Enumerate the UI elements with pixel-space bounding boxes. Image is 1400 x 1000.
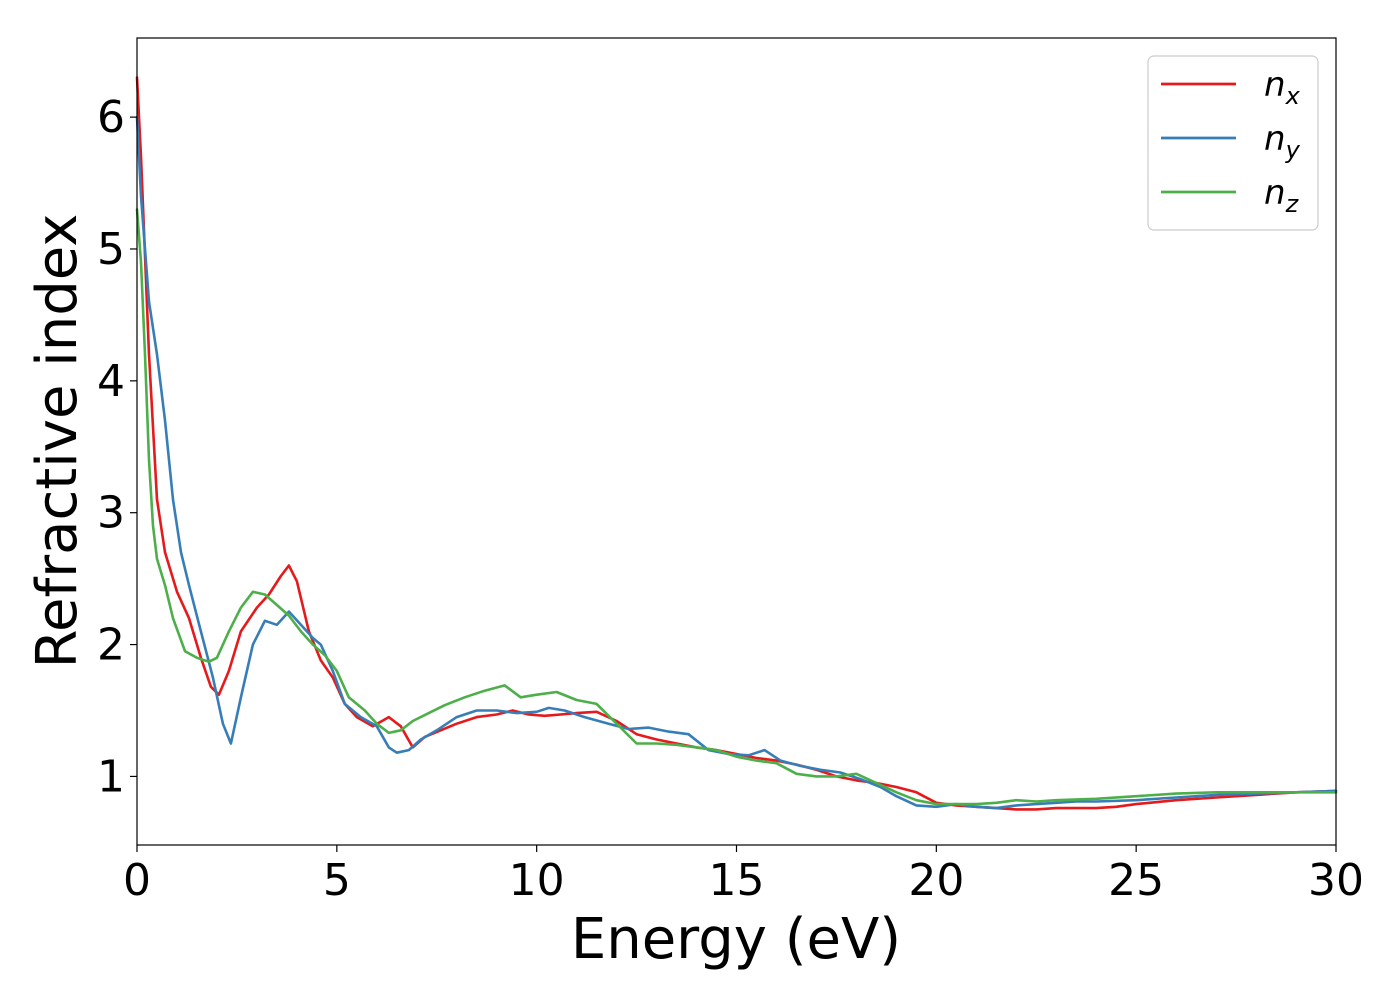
plot-area bbox=[137, 38, 1336, 845]
y-tick-label: 6 bbox=[97, 92, 125, 143]
legend: nx ny nz bbox=[1147, 55, 1319, 231]
y-tick-label: 3 bbox=[97, 488, 125, 539]
y-tick-label: 1 bbox=[97, 751, 125, 802]
series-line-n-z bbox=[135, 208, 1338, 806]
x-tick-label: 30 bbox=[1308, 855, 1364, 906]
legend-label-n-y: ny bbox=[1264, 119, 1301, 164]
x-tick-label: 20 bbox=[908, 855, 964, 906]
series-line-n-y bbox=[135, 115, 1338, 810]
x-tick-label: 25 bbox=[1108, 855, 1164, 906]
series-layer bbox=[135, 76, 1338, 811]
y-axis-title: Refractive index bbox=[25, 214, 90, 669]
legend-label-n-x: nx bbox=[1264, 65, 1301, 110]
series-line-n-x bbox=[135, 76, 1338, 811]
y-tick-label: 2 bbox=[97, 620, 125, 671]
legend-box bbox=[1147, 55, 1319, 231]
x-tick-label: 0 bbox=[123, 855, 151, 906]
y-axis-ticks: 1 2 3 4 5 6 bbox=[97, 92, 137, 802]
x-axis-ticks: 0 5 10 15 20 25 30 bbox=[123, 845, 1364, 906]
x-axis-title: Energy (eV) bbox=[571, 907, 901, 972]
y-tick-label: 5 bbox=[97, 224, 125, 275]
x-tick-label: 15 bbox=[709, 855, 765, 906]
x-tick-label: 5 bbox=[323, 855, 351, 906]
x-tick-label: 10 bbox=[509, 855, 565, 906]
y-tick-label: 4 bbox=[97, 356, 125, 407]
legend-label-n-z: nz bbox=[1264, 173, 1300, 218]
